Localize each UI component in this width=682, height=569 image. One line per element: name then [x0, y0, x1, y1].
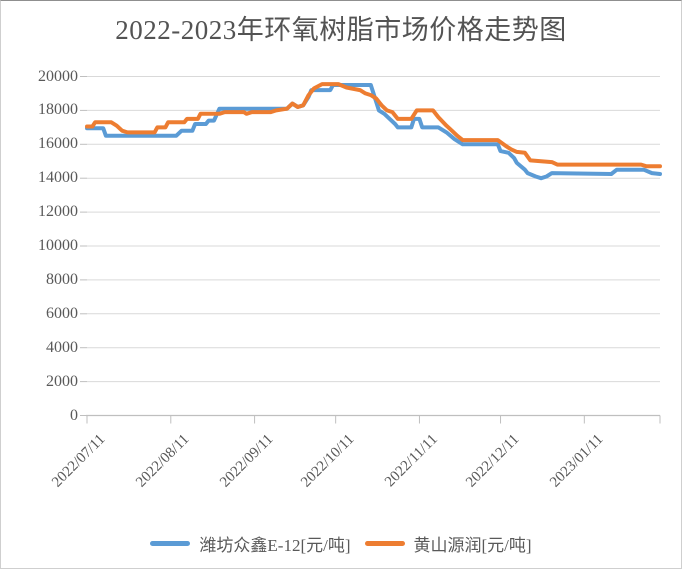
y-axis-label: 20000: [38, 67, 78, 85]
y-axis-label: 16000: [38, 135, 78, 153]
series-line-weifang-zhongxin: [85, 83, 662, 181]
series-line-huangshan-yuanrun: [85, 82, 662, 169]
y-axis-label: 6000: [46, 304, 78, 322]
y-axis-label: 10000: [38, 237, 78, 254]
y-axis-label: 2000: [46, 372, 78, 390]
chart-title: 2022-2023年环氧树脂市场价格走势图: [115, 15, 567, 45]
legend: 潍坊众鑫E-12[元/吨] 黄山源润[元/吨]: [1, 531, 681, 556]
legend-line-swatch-blue: [150, 541, 191, 546]
y-axis-label: 0: [70, 406, 78, 424]
legend-label-weifang-zhongxin: 潍坊众鑫E-12[元/吨]: [199, 536, 351, 555]
legend-item-weifang-zhongxin: 潍坊众鑫E-12[元/吨]: [150, 531, 351, 556]
legend-item-huangshan-yuanrun: 黄山源润[元/吨]: [364, 531, 532, 556]
y-axis-label: 18000: [38, 101, 78, 119]
y-axis-label: 12000: [38, 203, 78, 221]
y-axis-label: 14000: [38, 169, 78, 187]
y-axis-label: 8000: [46, 270, 78, 288]
y-axis-label: 4000: [46, 338, 78, 356]
legend-label-huangshan-yuanrun: 黄山源润[元/吨]: [413, 536, 532, 555]
legend-line-swatch-orange: [364, 541, 405, 546]
